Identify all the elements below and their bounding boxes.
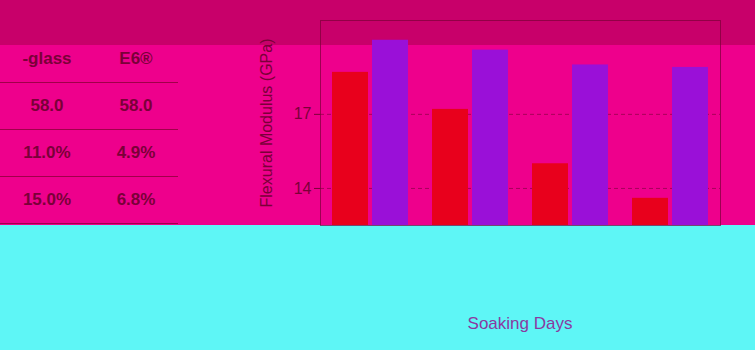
html-text:15.0%: 15.0% bbox=[22, 190, 72, 209]
html-text:11.0%: 11.0% bbox=[23, 143, 71, 162]
html-text:6.8%: 6.8% bbox=[116, 190, 156, 209]
html-text:E6®: E6® bbox=[119, 49, 153, 68]
html-text:58.0: 58.0 bbox=[30, 96, 64, 115]
svg-text:17: 17 bbox=[294, 105, 312, 122]
html-text:-glass: -glass bbox=[22, 49, 72, 68]
svg-text:14: 14 bbox=[294, 180, 312, 197]
html-text:58.0: 58.0 bbox=[119, 96, 153, 115]
svg-text:Flexural Modulus (GPa): Flexural Modulus (GPa) bbox=[258, 39, 275, 208]
html-text:Soaking Days: Soaking Days bbox=[467, 314, 573, 333]
html-text:4.9%: 4.9% bbox=[116, 143, 156, 162]
